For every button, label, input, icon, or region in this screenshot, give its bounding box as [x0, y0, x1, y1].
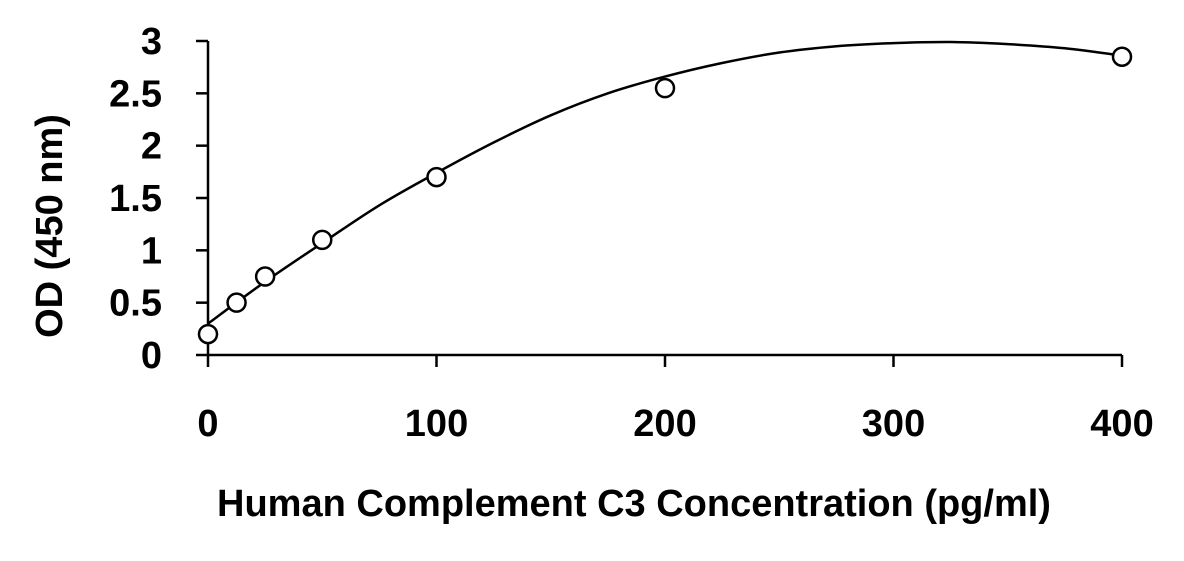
data-point [426, 166, 447, 188]
trendline-group [207, 40, 1123, 325]
x-tick-label: 400 [1090, 403, 1153, 445]
data-point [312, 229, 333, 251]
trendline [207, 40, 1123, 325]
y-tick-label: 0 [141, 335, 162, 377]
y-tick-labels: 0 0.5 1 1.5 2 2.5 3 [109, 21, 162, 377]
x-tick-label: 300 [862, 403, 925, 445]
y-axis-title: OD (450 nm) [29, 114, 71, 338]
axes [196, 39, 1124, 367]
data-point [197, 323, 219, 345]
x-tick-label: 0 [197, 403, 218, 445]
data-point [654, 77, 676, 99]
y-tick-label: 0.5 [109, 283, 162, 325]
data-point [254, 266, 276, 287]
x-tick-label: 100 [405, 403, 468, 445]
x-tick-labels: 0 100 200 300 400 [197, 403, 1153, 445]
y-tick-label: 3 [141, 21, 162, 63]
data-point [226, 292, 247, 313]
x-axis-title: Human Complement C3 Concentration (pg/ml… [217, 483, 1051, 525]
x-tick-label: 200 [633, 403, 696, 445]
y-tick-label: 1 [141, 230, 162, 272]
y-tick-label: 2.5 [109, 73, 162, 115]
data-points [197, 46, 1133, 345]
y-tick-label: 1.5 [109, 178, 162, 220]
y-tick-label: 2 [141, 126, 162, 168]
data-point [1111, 46, 1133, 67]
